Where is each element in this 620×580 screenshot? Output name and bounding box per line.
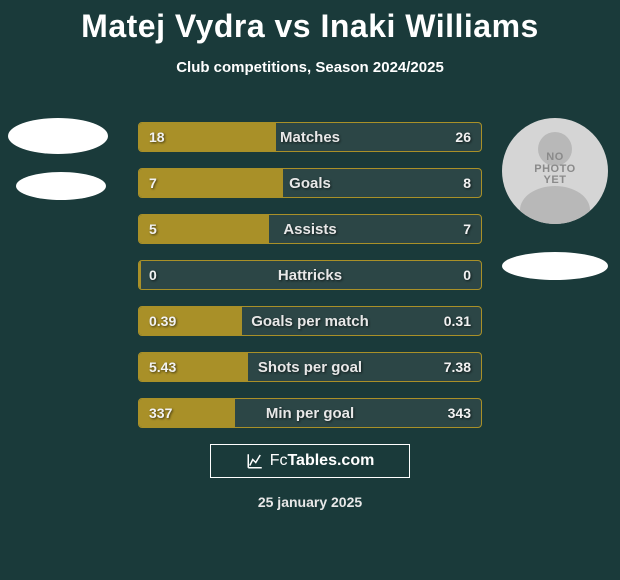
no-photo-line3: YET [544,174,567,186]
stat-label: Goals per match [139,307,481,335]
chart-icon [246,452,264,470]
player1-avatar [8,118,108,154]
footer-date: 25 january 2025 [0,494,620,510]
comparison-title: Matej Vydra vs Inaki Williams [0,0,620,45]
stat-row: 5.43Shots per goal7.38 [138,352,482,382]
brand-badge: FcTables.com [210,444,410,478]
stat-row: 5Assists7 [138,214,482,244]
stat-value-right: 7.38 [444,353,471,381]
player2-avatar-shadow [502,252,608,280]
brand-prefix: Fc [270,452,288,469]
player1-avatar-block [8,118,114,218]
subtitle: Club competitions, Season 2024/2025 [0,59,620,76]
player1-name: Matej Vydra [81,8,265,44]
brand-text: FcTables.com [270,452,375,470]
player1-avatar-shadow [16,172,106,200]
stat-label: Assists [139,215,481,243]
stat-value-right: 0 [463,261,471,289]
stat-value-right: 26 [455,123,471,151]
silhouette-body-icon [520,186,590,224]
stat-row: 0.39Goals per match0.31 [138,306,482,336]
stat-label: Matches [139,123,481,151]
no-photo-line1: NO [546,151,564,163]
stat-row: 337Min per goal343 [138,398,482,428]
stat-label: Shots per goal [139,353,481,381]
player2-name: Inaki Williams [320,8,538,44]
player2-avatar: NO PHOTO YET [502,118,608,224]
stat-value-right: 343 [448,399,471,427]
stat-label: Hattricks [139,261,481,289]
stat-label: Min per goal [139,399,481,427]
stat-row: 18Matches26 [138,122,482,152]
stat-value-right: 7 [463,215,471,243]
no-photo-line2: PHOTO [534,163,575,175]
no-photo-text: NO PHOTO YET [502,152,608,187]
stat-value-right: 8 [463,169,471,197]
stat-label: Goals [139,169,481,197]
player2-avatar-block: NO PHOTO YET [502,118,608,280]
stat-row: 0Hattricks0 [138,260,482,290]
vs-text: vs [275,8,312,44]
stat-row: 7Goals8 [138,168,482,198]
brand-suffix: Tables.com [287,452,374,469]
stat-bars: 18Matches267Goals85Assists70Hattricks00.… [138,122,482,444]
stat-value-right: 0.31 [444,307,471,335]
